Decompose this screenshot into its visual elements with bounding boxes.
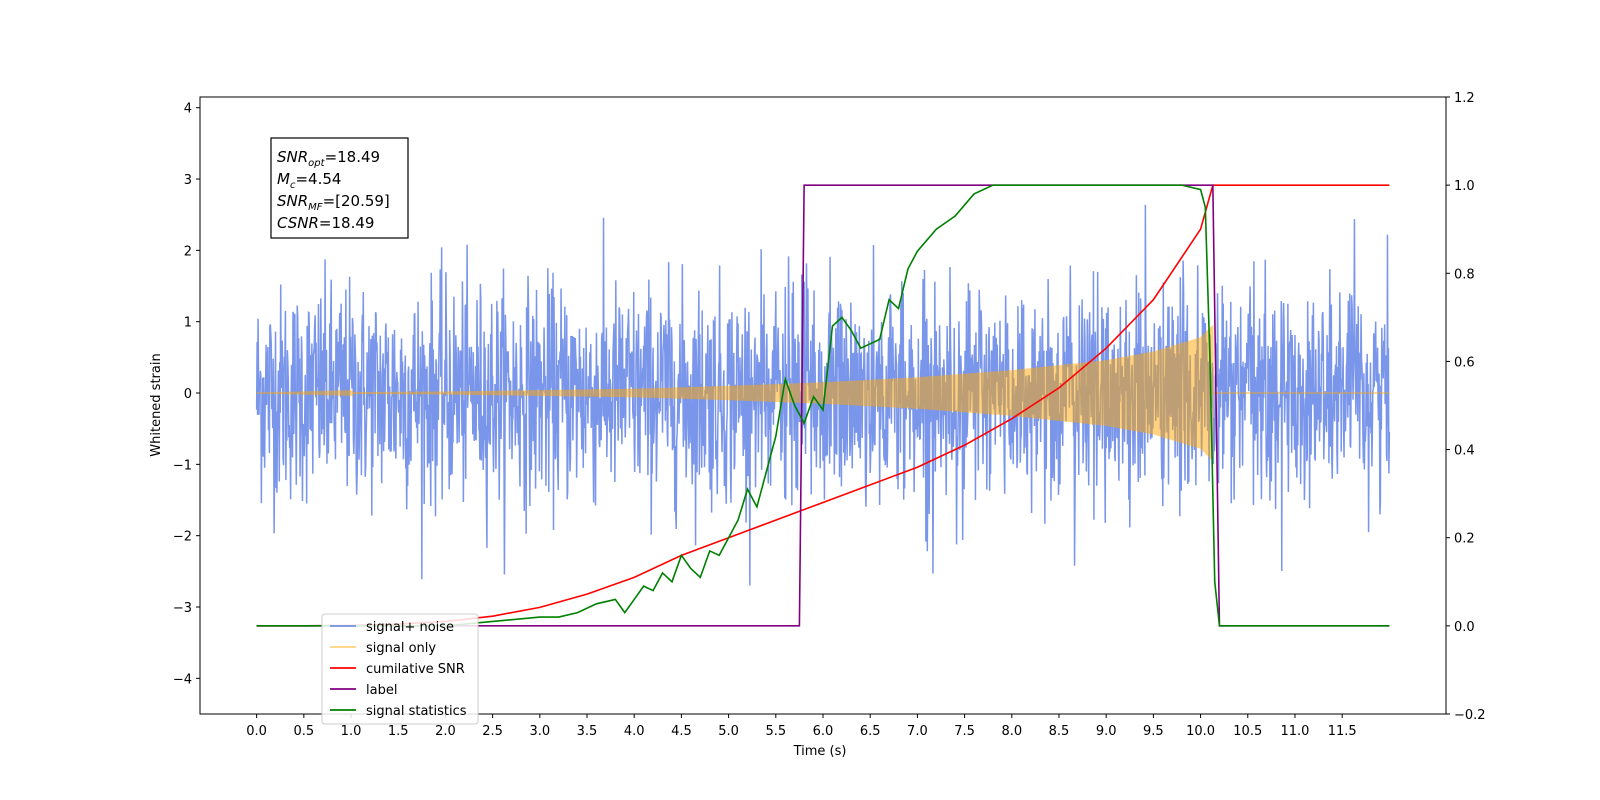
x-tick-label: 1.0 [341,724,362,739]
x-tick-label: 9.5 [1143,724,1164,739]
legend-entry-label: signal+ noise [366,620,454,635]
legend-entry-label: cumilative SNR [366,662,465,677]
annotation-line: CSNR=18.49 [277,214,374,232]
y-right-tick-label: −0.2 [1454,708,1486,723]
x-tick-label: 3.0 [529,724,550,739]
y-left-tick-label: 0 [184,387,192,402]
x-axis-label: Time (s) [793,744,847,759]
y-right-tick-label: 0.4 [1454,444,1475,459]
x-tick-label: 0.5 [293,724,314,739]
x-axis-ticks: 0.0 0.5 1.0 1.5 2.0 2.5 3.0 3.5 4.0 4.5 5.0 5.5 6.0 6… [246,714,1357,739]
x-tick-label: 4.0 [624,724,645,739]
x-tick-label: 1.5 [388,724,409,739]
y-left-tick-label: −4 [173,672,192,687]
y-right-tick-label: 0.8 [1454,267,1475,282]
x-tick-label: 0.0 [246,724,267,739]
x-tick-label: 8.0 [1001,724,1022,739]
annotation-line: SNRMF=[20.59] [277,192,390,213]
y-right-tick-label: 1.0 [1454,179,1475,194]
y-left-tick-label: −2 [173,530,192,545]
annotation-line: SNRopt=18.49 [277,148,380,169]
x-tick-label: 3.5 [577,724,598,739]
x-tick-label: 2.5 [482,724,503,739]
y-right-tick-label: 0.2 [1454,532,1475,547]
y-left-tick-label: −3 [173,601,192,616]
y-right-tick-label: 0.6 [1454,355,1475,370]
x-tick-label: 5.0 [718,724,739,739]
x-tick-label: 10.5 [1233,724,1262,739]
x-tick-label: 4.5 [671,724,692,739]
y-left-tick-label: −1 [173,458,192,473]
y-left-tick-label: 4 [184,102,192,117]
series-signal-only-line [256,325,1390,461]
x-tick-label: 9.0 [1096,724,1117,739]
y-right-tick-label: 0.0 [1454,620,1475,635]
x-tick-label: 7.0 [907,724,928,739]
y-left-tick-label: 2 [184,244,192,259]
annotation-box: SNRopt=18.49Mc=4.54SNRMF=[20.59]CSNR=18.… [270,137,409,239]
y-right-tick-label: 1.2 [1454,91,1475,106]
legend-frame [321,613,479,725]
legend-entry-label: signal statistics [366,704,467,719]
y-axis-right-ticks: −0.2 0.0 0.2 0.4 0.6 0.8 1.0 1.2 [1446,91,1486,723]
x-tick-label: 6.5 [860,724,881,739]
legend: signal+ noise signal only cumilative SNR la… [321,613,479,725]
x-tick-label: 6.0 [813,724,834,739]
legend-entry-label: label [366,683,397,698]
x-tick-label: 2.0 [435,724,456,739]
series-layer [255,184,1391,627]
y-left-tick-label: 1 [184,316,192,331]
y-axis-left-label: Whitened strain [149,353,164,456]
x-tick-label: 10.0 [1186,724,1215,739]
series-signal-statistics-line [256,184,1390,627]
annotation-frame [270,137,409,239]
x-tick-label: 11.0 [1280,724,1309,739]
legend-entry-label: signal only [366,641,436,656]
x-tick-label: 11.5 [1328,724,1357,739]
y-left-tick-label: 3 [184,173,192,188]
annotation-line: Mc=4.54 [277,170,341,191]
y-axis-left-ticks: −4 −3 −2 −1 0 1 2 3 4 [173,102,200,687]
x-tick-label: 7.5 [954,724,975,739]
x-tick-label: 8.5 [1049,724,1070,739]
x-tick-label: 5.5 [765,724,786,739]
